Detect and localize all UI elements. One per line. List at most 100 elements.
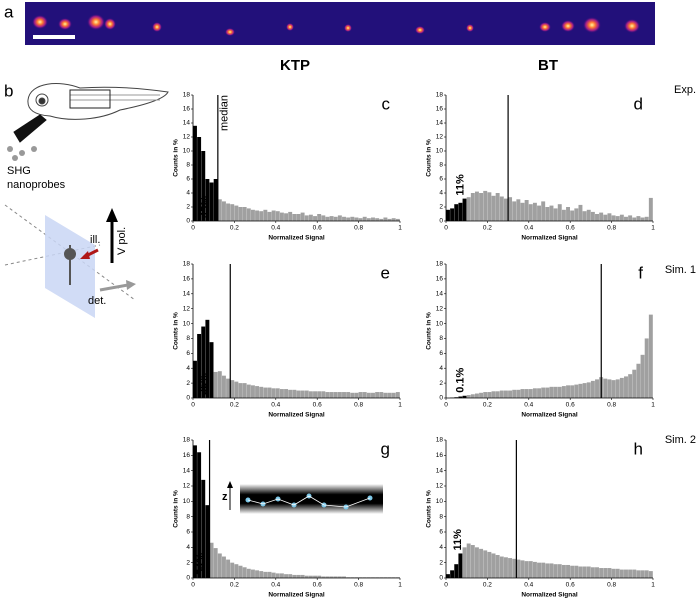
- histogram-bar: [553, 386, 558, 398]
- x-tick-label: 0: [444, 225, 448, 232]
- histogram-bar: [566, 385, 570, 398]
- percent-label: 11%: [452, 529, 464, 551]
- histogram-bar: [479, 193, 484, 221]
- y-tick-label: 4: [439, 190, 443, 197]
- y-axis-label: Counts in %: [426, 139, 433, 177]
- histogram-bar: [595, 214, 599, 221]
- y-tick-label: 2: [186, 204, 190, 211]
- histogram-bar: [508, 390, 513, 398]
- y-tick-label: 4: [186, 544, 190, 551]
- fish-schematic: [13, 83, 169, 143]
- histogram-bar: [503, 557, 508, 578]
- histogram-bar: [375, 218, 380, 221]
- histogram-bar: [578, 383, 583, 398]
- histogram-bar: [520, 560, 525, 578]
- y-tick-label: 8: [186, 513, 190, 520]
- histogram-bar: [636, 570, 641, 578]
- histogram-bar: [242, 567, 247, 578]
- histogram-bar: [296, 390, 301, 398]
- histogram-bar: [292, 214, 297, 221]
- histogram-bar: [520, 202, 525, 221]
- panel-letter: d: [634, 94, 643, 113]
- histogram-bar: [313, 216, 317, 221]
- x-tick-label: 0.6: [313, 582, 322, 589]
- histogram-bar: [205, 505, 210, 578]
- histogram-bar: [193, 125, 197, 221]
- histogram-bar: [586, 209, 591, 221]
- panel-letter: g: [381, 439, 390, 458]
- histogram-bar: [284, 574, 289, 578]
- x-tick-label: 0: [191, 402, 195, 409]
- histogram-bar: [624, 569, 628, 578]
- histogram-bar: [325, 576, 330, 578]
- histogram-bar: [590, 380, 595, 398]
- histogram-bar: [549, 205, 554, 221]
- x-tick-label: 1: [651, 402, 655, 409]
- y-tick-label: 6: [186, 350, 190, 357]
- histogram-bar: [342, 576, 346, 578]
- histogram-bar: [346, 217, 351, 221]
- y-tick-label: 6: [186, 529, 190, 536]
- microscopy-image: [25, 2, 655, 45]
- image-background: [25, 2, 655, 45]
- x-tick-label: 0: [444, 402, 448, 409]
- histogram-bar: [561, 386, 566, 398]
- histogram-bar: [213, 179, 218, 221]
- histogram-bar: [279, 573, 284, 578]
- histogram-bar: [246, 568, 251, 578]
- y-tick-label: 12: [183, 483, 191, 490]
- histogram-bar: [628, 374, 633, 398]
- histogram-bar: [479, 548, 484, 578]
- histogram-bar: [466, 395, 471, 398]
- x-tick-label: 1: [398, 225, 402, 232]
- histogram-bar: [524, 389, 529, 398]
- histogram-bar: [491, 553, 496, 578]
- histogram-bar: [491, 195, 496, 221]
- scale-bar: [33, 35, 75, 39]
- histogram-bar: [317, 214, 322, 221]
- histogram-bar: [267, 211, 272, 221]
- y-axis-label: Counts in %: [173, 139, 180, 177]
- histogram-bar: [466, 197, 471, 221]
- histogram-bar: [474, 547, 479, 578]
- panel-letter: e: [381, 263, 390, 282]
- histogram-bar: [391, 218, 396, 221]
- histogram-bar: [337, 576, 342, 578]
- histogram-bar: [454, 204, 459, 221]
- histogram-bar: [603, 568, 608, 578]
- x-axis-label: Normalized Signal: [521, 235, 578, 242]
- x-tick-label: 0.6: [566, 582, 575, 589]
- y-tick-label: 2: [186, 380, 190, 387]
- histogram-bar: [271, 388, 276, 398]
- histogram-bar: [632, 369, 637, 398]
- histogram-bar: [197, 137, 202, 221]
- histogram-bar: [321, 215, 326, 221]
- histogram-bar: [512, 558, 517, 578]
- histogram-bar: [300, 212, 305, 221]
- histogram-bar: [230, 204, 235, 221]
- histogram-bar: [238, 383, 243, 398]
- y-tick-label: 8: [186, 335, 190, 342]
- histogram-bar: [201, 326, 206, 398]
- y-tick-label: 10: [183, 498, 191, 505]
- histogram-bar: [483, 550, 488, 578]
- histogram-bar: [317, 391, 322, 398]
- histogram-bar: [528, 561, 533, 578]
- histogram-bar: [217, 553, 222, 578]
- column-title: KTP: [280, 57, 310, 74]
- histogram-bar: [462, 198, 467, 221]
- histogram-bar: [387, 218, 392, 221]
- histogram-bar: [479, 392, 484, 398]
- histogram-bar: [590, 211, 595, 221]
- histogram-bar: [193, 360, 197, 398]
- y-tick-label: 6: [439, 350, 443, 357]
- histogram-bar: [255, 386, 260, 398]
- x-tick-label: 0.6: [313, 402, 322, 409]
- histogram-bar: [221, 375, 226, 398]
- histogram-bar: [395, 392, 400, 398]
- histogram-bar: [366, 392, 371, 398]
- y-tick-label: 10: [436, 498, 444, 505]
- histogram-bar: [615, 568, 620, 578]
- y-tick-label: 10: [183, 320, 191, 327]
- histogram-bar: [499, 196, 504, 221]
